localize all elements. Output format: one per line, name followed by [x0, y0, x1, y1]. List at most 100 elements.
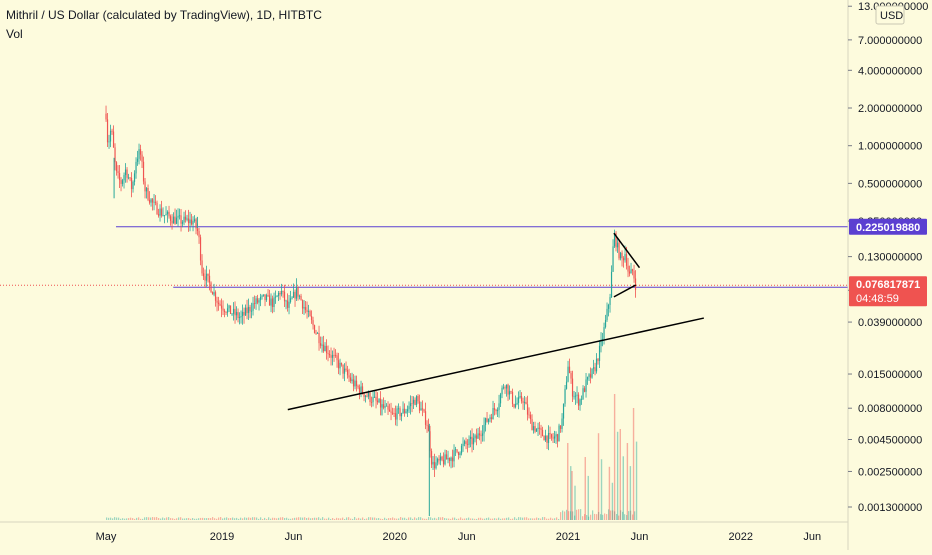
volume-bar [326, 518, 328, 520]
volume-bar [370, 517, 372, 520]
candle-body [193, 219, 196, 222]
candle-body [489, 417, 491, 420]
volume-bar [520, 517, 522, 520]
volume-bar [232, 517, 234, 520]
candle-body [348, 375, 350, 378]
candle-body [450, 457, 452, 461]
candle-body [226, 308, 229, 313]
candle-body [451, 457, 454, 462]
volume-bar [110, 517, 112, 520]
candle-body [333, 354, 335, 356]
volume-bar [546, 518, 548, 520]
candle-body [154, 201, 157, 203]
volume-bar [384, 517, 386, 520]
currency-button[interactable]: USD [875, 5, 905, 25]
volume-bar [454, 517, 456, 520]
candle-body [139, 149, 142, 155]
candle-body [339, 362, 341, 369]
candle-body [238, 317, 241, 319]
volume-bar [528, 518, 530, 520]
volume-bar [322, 517, 324, 520]
candle-body [241, 311, 244, 317]
volume-bar [240, 517, 242, 520]
price-tick-label: 0.002500000 [858, 466, 922, 478]
volume-bar [168, 517, 170, 520]
candle-body [390, 411, 392, 413]
volume-bar [562, 510, 564, 520]
candle-body [540, 428, 542, 431]
volume-bar [246, 517, 248, 520]
volume-bar [154, 517, 156, 520]
volume-spike [600, 459, 603, 520]
candle-body [294, 291, 296, 299]
candle-body [447, 457, 449, 460]
legend-title: Mithril / US Dollar (calculated by Tradi… [6, 8, 322, 22]
candle-body [298, 295, 301, 297]
candle-body [232, 308, 235, 314]
candle-body [570, 373, 572, 379]
candle-body [606, 308, 608, 321]
candle-body [183, 216, 185, 223]
volume-bar [610, 510, 612, 520]
volume-bar [568, 511, 570, 520]
candle-body [582, 388, 584, 399]
candle-body [573, 396, 575, 398]
time-tick-label: Jun [803, 531, 821, 543]
legend-vol: Vol [6, 27, 23, 41]
volume-bar [312, 517, 314, 520]
candle-body [306, 309, 308, 312]
volume-bar [348, 517, 350, 520]
volume-bar [216, 518, 218, 520]
volume-bar [472, 518, 474, 520]
candle-body [399, 408, 401, 417]
candle-body [148, 199, 151, 203]
volume-bar [404, 517, 406, 520]
candle-body [499, 394, 502, 404]
candle-body [592, 367, 595, 369]
candle-body [172, 216, 175, 224]
candle-body [456, 449, 458, 453]
volume-bar [268, 517, 270, 520]
volume-bar [550, 517, 552, 520]
volume-bar [158, 518, 160, 520]
candle-body [591, 368, 593, 378]
candle-body [364, 395, 367, 397]
time-tick-label: 2019 [210, 531, 234, 543]
candle-body [565, 381, 568, 389]
volume-bar [328, 517, 330, 520]
candle-body [484, 418, 487, 425]
volume-spike [619, 429, 621, 520]
candle-body [378, 398, 380, 403]
candle-body [586, 377, 589, 380]
candle-body [331, 354, 334, 358]
candle-body [124, 169, 127, 176]
volume-bar [140, 518, 142, 520]
candle-body [630, 269, 632, 274]
volume-bar [122, 518, 124, 520]
candle-body [363, 393, 365, 397]
trendlines-layer [287, 232, 705, 411]
volume-bar [450, 518, 452, 520]
volume-bar [428, 517, 430, 520]
volume-bar [414, 517, 416, 520]
price-tick-label: 0.004500000 [858, 434, 922, 446]
price-tick-label: 4.000000000 [858, 65, 922, 77]
volume-bar [470, 518, 472, 520]
price-tick-label: 0.039000000 [858, 317, 922, 329]
candle-body [562, 403, 565, 419]
volume-bar [442, 517, 444, 520]
candle-body [373, 396, 376, 398]
candle-body [303, 307, 305, 309]
volume-bar [236, 517, 238, 520]
price-tick-label: 0.001300000 [858, 502, 922, 514]
volume-bar [334, 518, 336, 520]
candle-body [409, 403, 412, 407]
volume-bar [156, 517, 158, 520]
candle-body [598, 345, 601, 361]
volume-bar [614, 511, 616, 520]
volume-bar [618, 515, 620, 520]
volume-bar [208, 518, 210, 520]
candle-body [496, 409, 499, 412]
